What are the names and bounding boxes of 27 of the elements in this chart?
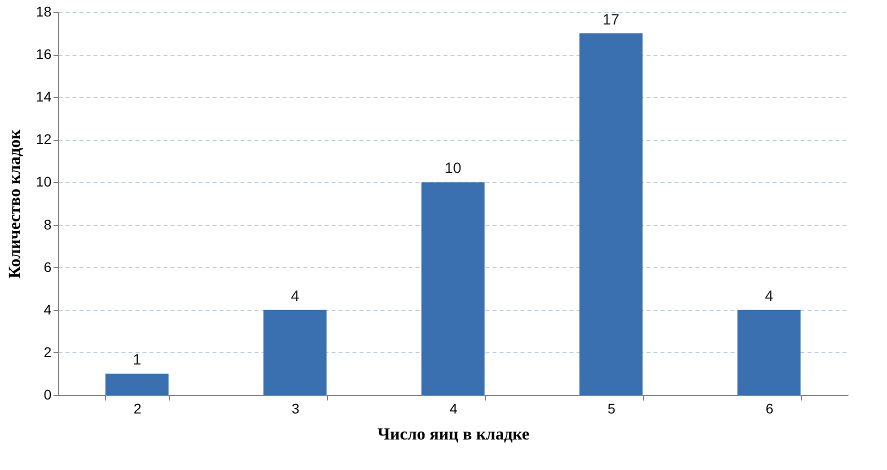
y-tick-label: 6	[44, 258, 52, 275]
x-tick-label: 3	[292, 400, 300, 416]
y-tick-label: 12	[36, 131, 52, 148]
bar	[105, 374, 169, 395]
x-tick-label: 5	[608, 400, 616, 416]
y-tick-label: 18	[36, 4, 52, 20]
y-tick-label: 14	[36, 88, 52, 105]
bar	[579, 33, 643, 395]
data-label: 17	[602, 11, 620, 28]
bar	[421, 182, 485, 395]
bar	[737, 310, 801, 395]
y-tick-label: 10	[36, 174, 52, 190]
bar	[263, 310, 327, 395]
x-axis-title: Число яиц в кладке	[378, 424, 530, 444]
x-tick-label: 6	[766, 400, 774, 416]
y-tick-label: 16	[36, 46, 52, 62]
data-label: 10	[444, 160, 462, 178]
data-label: 1	[132, 352, 142, 369]
y-tick-label: 4	[44, 301, 52, 318]
y-tick-label: 2	[44, 344, 52, 360]
data-label: 4	[290, 288, 300, 305]
data-label: 4	[764, 288, 774, 305]
y-tick-label: 8	[44, 216, 52, 232]
y-axis-title: Количество кладок	[4, 129, 24, 278]
x-tick-label: 4	[450, 400, 458, 416]
x-tick-label: 2	[134, 400, 142, 416]
y-tick-label: 0	[44, 386, 52, 402]
